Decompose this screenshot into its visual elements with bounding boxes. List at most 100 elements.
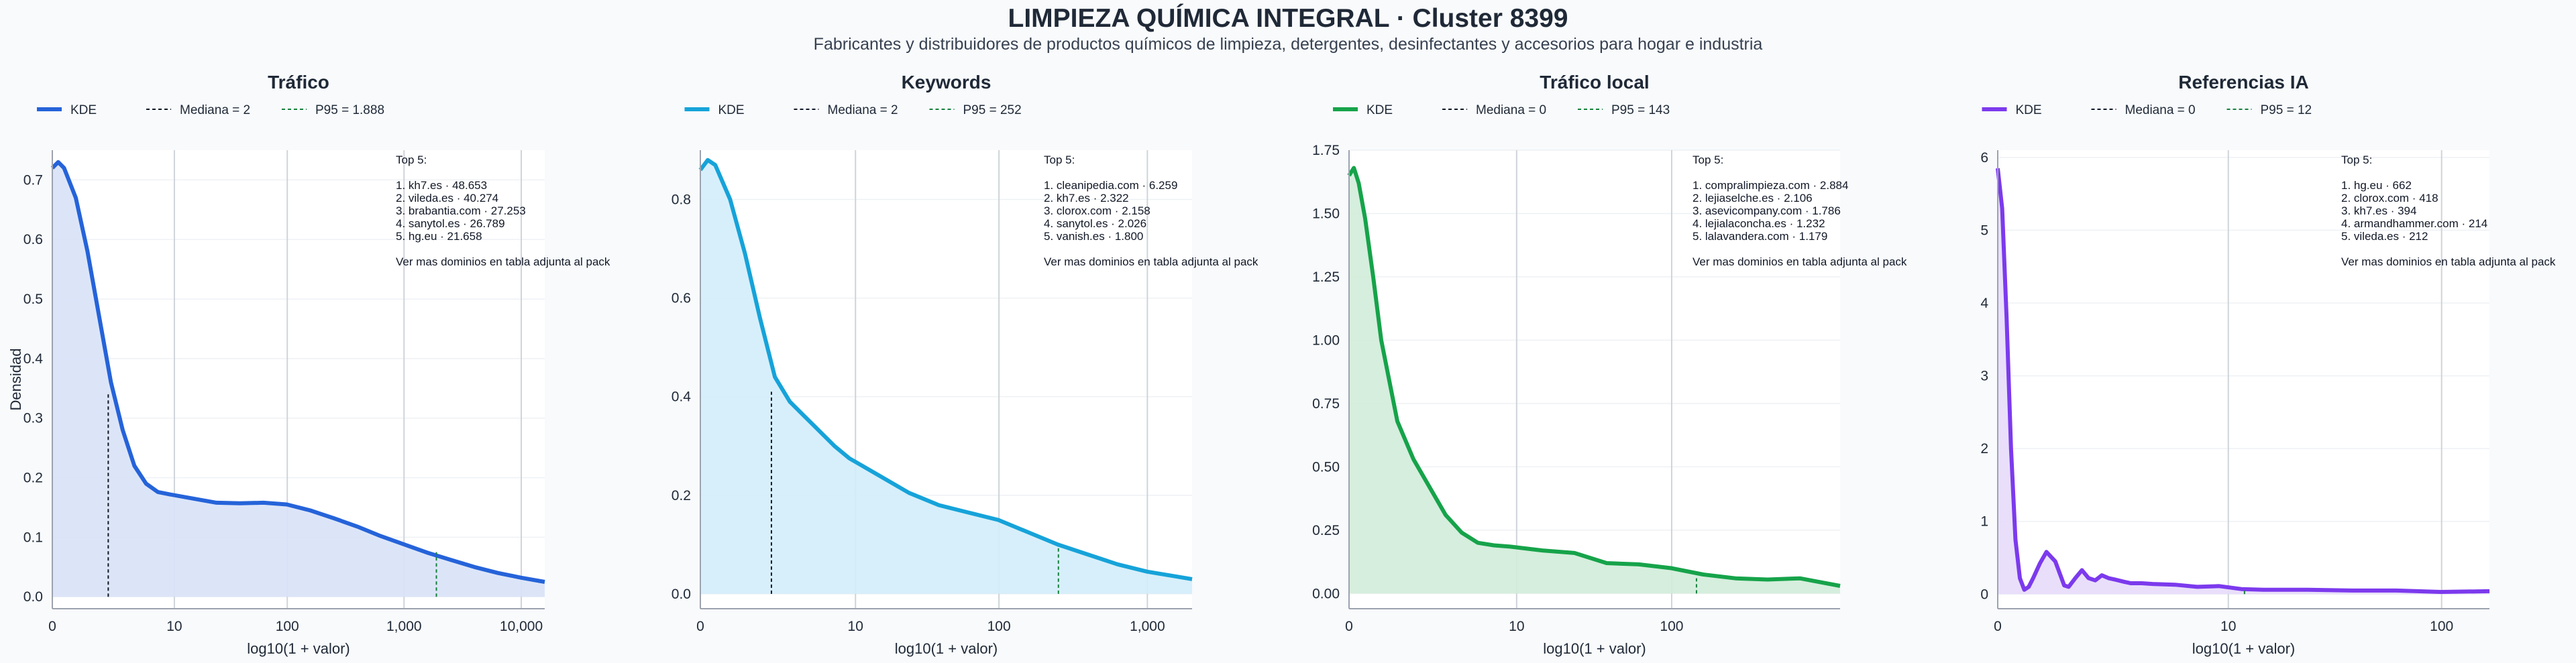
legend-label-median: Mediana = 0 [1476,103,1546,117]
legend-label-median: Mediana = 2 [180,103,250,117]
top5-annotation-line: Top 5: [1693,154,1723,166]
legend-label-p95: P95 = 252 [963,103,1022,117]
legend-label-median: Mediana = 2 [828,103,898,117]
y-tick-label: 0.75 [1312,396,1340,412]
y-tick-label: 5 [1980,223,1988,238]
y-axis-label: Densidad [7,349,24,411]
figure-title: LIMPIEZA QUÍMICA INTEGRAL · Cluster 8399 [1008,4,1568,33]
top5-annotation-line: 3. kh7.es · 394 [2341,204,2416,217]
x-tick-label: 1,000 [1130,619,1165,634]
legend-label-kde: KDE [1366,103,1393,117]
x-axis-label: log10(1 + valor) [247,640,350,657]
x-tick-label: 10 [166,619,182,634]
top5-annotation-line: Top 5: [1044,154,1075,166]
top5-annotation-line: Top 5: [396,154,427,166]
top5-annotation-line: 2. lejiaselche.es · 2.106 [1693,192,1813,204]
top5-annotation-line: 5. lalavandera.com · 1.179 [1693,230,1827,243]
legend-label-p95: P95 = 1.888 [315,103,384,117]
x-tick-label: 0 [1994,619,2002,634]
y-tick-label: 1.00 [1312,333,1340,348]
top5-annotation-line: 1. cleanipedia.com · 6.259 [1044,179,1177,192]
y-tick-label: 0 [1980,587,1988,602]
top5-annotation-line: 2. clorox.com · 418 [2341,192,2438,204]
x-tick-label: 10 [2220,619,2236,634]
legend-label-median: Mediana = 0 [2125,103,2196,117]
x-tick-label: 0 [48,619,56,634]
x-tick-label: 10,000 [500,619,543,634]
y-tick-label: 4 [1980,296,1988,311]
top5-annotation-line: Top 5: [2341,154,2372,166]
panel-title: Tráfico [268,72,329,93]
y-tick-label: 0.2 [672,488,691,503]
kde-line [50,160,545,584]
y-tick-label: 0.4 [672,389,692,405]
top5-annotation-line: Ver mas dominios en tabla adjunta al pac… [2341,255,2556,268]
panel-title: Keywords [902,72,991,93]
top5-annotation-line: 4. lejialaconcha.es · 1.232 [1693,217,1825,230]
x-tick-label: 100 [1660,619,1683,634]
y-tick-label: 0.0 [23,589,43,605]
y-tick-label: 1.50 [1312,206,1340,221]
top5-annotation-line: Ver mas dominios en tabla adjunta al pac… [1693,255,1907,268]
x-tick-label: 100 [987,619,1011,634]
top5-annotation-line: 5. vileda.es · 212 [2341,230,2428,243]
y-tick-label: 1.25 [1312,269,1340,285]
x-axis-label: log10(1 + valor) [2192,640,2295,657]
plot-area [1998,150,2489,609]
y-tick-label: 0.2 [23,471,43,486]
x-tick-label: 100 [276,619,299,634]
top5-annotation-line: 2. vileda.es · 40.274 [396,192,498,204]
x-tick-label: 10 [1509,619,1524,634]
top5-annotation-line: 3. brabantia.com · 27.253 [396,204,526,217]
top5-annotation-line: 4. armandhammer.com · 214 [2341,217,2487,230]
top5-annotation-line: 1. kh7.es · 48.653 [396,179,487,192]
panel-title: Tráfico local [1540,72,1649,93]
y-tick-label: 0.00 [1312,586,1340,601]
y-tick-label: 1.75 [1312,143,1340,158]
x-tick-label: 10 [848,619,863,634]
y-tick-label: 0.8 [672,192,691,208]
y-tick-label: 0.6 [672,291,691,306]
top5-annotation-line: 4. sanytol.es · 2.026 [1044,217,1146,230]
y-tick-label: 2 [1980,441,1988,457]
y-tick-label: 0.6 [23,232,43,247]
y-tick-label: 0.3 [23,411,43,426]
y-tick-label: 0.25 [1312,523,1340,538]
legend-label-kde: KDE [718,103,745,117]
y-tick-label: 0.5 [23,292,43,307]
legend-label-p95: P95 = 12 [2261,103,2312,117]
kde-area [52,162,545,597]
kde-line [698,158,1193,581]
legend-label-kde: KDE [70,103,97,117]
kde-line [1996,168,2490,594]
y-tick-label: 0.50 [1312,459,1340,475]
y-tick-label: 0.0 [672,587,691,602]
top5-annotation-line: 3. clorox.com · 2.158 [1044,204,1150,217]
y-tick-label: 0.7 [23,172,43,188]
top5-annotation-line: 4. sanytol.es · 26.789 [396,217,505,230]
figure-subtitle: Fabricantes y distribuidores de producto… [813,35,1763,54]
x-tick-label: 100 [2430,619,2453,634]
legend-label-kde: KDE [2016,103,2042,117]
x-tick-label: 0 [696,619,704,634]
y-tick-label: 0.1 [23,530,43,545]
panel-title: Referencias IA [2178,72,2309,93]
kde-area [700,160,1192,594]
x-axis-label: log10(1 + valor) [895,640,998,657]
top5-annotation-line: Ver mas dominios en tabla adjunta al pac… [1044,255,1258,268]
top5-annotation-line: 2. kh7.es · 2.322 [1044,192,1129,204]
top5-annotation-line: 5. hg.eu · 21.658 [396,230,482,243]
x-tick-label: 0 [1345,619,1353,634]
kde-area [1349,168,1840,594]
kde-line [1347,166,1841,588]
top5-annotation-line: 1. hg.eu · 662 [2341,179,2412,192]
top5-annotation-line: 3. asevicompany.com · 1.786 [1693,204,1841,217]
top5-annotation-line: 5. vanish.es · 1.800 [1044,230,1143,243]
y-tick-label: 1 [1980,514,1988,530]
top5-annotation-line: Ver mas dominios en tabla adjunta al pac… [396,255,610,268]
legend-label-p95: P95 = 143 [1611,103,1670,117]
y-tick-label: 0.4 [23,351,44,367]
top5-annotation-line: 1. compralimpieza.com · 2.884 [1693,179,1848,192]
y-tick-label: 6 [1980,150,1988,166]
